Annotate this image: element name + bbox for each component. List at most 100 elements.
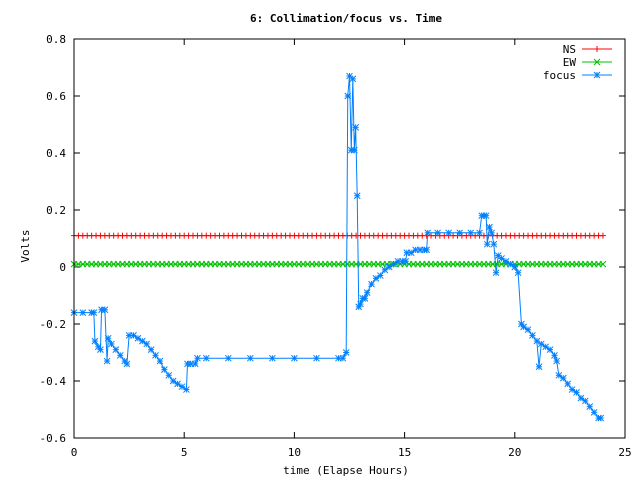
y-tick-label: 0.8 — [46, 33, 66, 46]
series-focus — [70, 72, 605, 422]
x-tick-label: 5 — [181, 446, 188, 459]
plot-frame — [73, 38, 626, 439]
data-point — [152, 351, 159, 359]
data-point — [291, 354, 298, 362]
data-point — [492, 269, 500, 277]
data-point — [143, 340, 151, 348]
data-point — [514, 269, 522, 277]
data-point — [191, 360, 199, 368]
y-tick-label: -0.6 — [40, 432, 67, 445]
y-tick-label: 0.6 — [46, 90, 66, 103]
data-point — [476, 229, 483, 237]
data-point — [586, 403, 594, 411]
data-point — [445, 229, 453, 237]
data-point — [352, 123, 360, 131]
data-point — [483, 240, 491, 248]
data-point — [361, 294, 369, 302]
data-point — [313, 354, 320, 362]
data-point — [112, 346, 120, 354]
legend-marker — [594, 46, 600, 52]
axis-ticks: -0.6 -0.4 -0.2 0 0.2 0.4 0.6 0.8 0 5 10 15 20 25 — [40, 33, 632, 459]
x-axis-label: time (Elapse Hours) — [283, 464, 409, 477]
data-point — [434, 229, 442, 237]
x-tick-label: 15 — [398, 446, 411, 459]
data-point — [246, 354, 254, 362]
data-point — [467, 229, 475, 237]
data-point — [377, 272, 384, 279]
data-point — [104, 334, 112, 342]
data-point — [490, 240, 498, 248]
data-point — [511, 263, 519, 271]
x-tick-label: 20 — [508, 446, 521, 459]
legend-label: NS — [563, 43, 576, 56]
legend-marker — [593, 71, 601, 79]
data-point — [165, 371, 173, 379]
data-point — [194, 354, 201, 362]
data-point — [368, 280, 375, 288]
legend-marker — [593, 58, 601, 66]
data-point — [482, 212, 490, 220]
legend-item-focus: focus — [543, 69, 612, 82]
data-point — [573, 389, 580, 396]
x-tick-label: 25 — [618, 446, 631, 459]
y-axis-label: Volts — [19, 229, 32, 262]
y-tick-label: 0.4 — [46, 147, 66, 160]
data-point — [559, 374, 567, 382]
data-point — [116, 351, 124, 359]
data-point — [161, 366, 168, 373]
data-point — [178, 383, 186, 391]
data-point — [524, 326, 532, 334]
data-point — [342, 349, 350, 356]
legend-item-ns: NS — [563, 43, 612, 56]
data-point — [353, 192, 361, 200]
y-tick-label: 0.2 — [46, 204, 66, 217]
series-ns — [71, 232, 606, 239]
data-point — [486, 223, 493, 231]
data-point — [423, 246, 430, 254]
data-point — [349, 75, 357, 83]
legend-item-ew: EW — [563, 56, 612, 69]
data-point — [599, 260, 607, 268]
data-point — [424, 229, 432, 237]
data-point — [103, 357, 111, 365]
legend-label: focus — [543, 69, 576, 82]
data-point — [599, 232, 606, 239]
data-point — [347, 146, 355, 154]
data-point — [339, 354, 347, 362]
data-point — [350, 146, 358, 154]
data-point — [269, 354, 276, 362]
chart-title: 6: Collimation/focus vs. Time — [250, 12, 442, 25]
data-point — [363, 289, 371, 297]
data-point — [402, 257, 410, 265]
legend-label: EW — [563, 56, 577, 69]
data-point — [597, 414, 605, 422]
data-point — [381, 266, 389, 274]
data-point — [357, 300, 364, 308]
data-point — [551, 351, 558, 359]
data-point — [79, 309, 87, 316]
data-point — [108, 340, 115, 348]
series-layer — [70, 72, 607, 422]
data-point — [546, 346, 554, 354]
data-point — [91, 337, 99, 345]
x-tick-label: 10 — [288, 446, 301, 459]
data-point — [385, 263, 393, 271]
data-point — [581, 397, 589, 405]
data-point — [147, 346, 155, 354]
data-point — [372, 275, 380, 282]
data-point — [169, 377, 177, 385]
data-point — [488, 229, 496, 237]
y-tick-label: 0 — [59, 261, 66, 274]
data-point — [101, 306, 109, 314]
data-point — [156, 357, 164, 365]
x-tick-label: 0 — [71, 446, 78, 459]
y-tick-label: -0.2 — [40, 318, 67, 331]
data-point — [553, 357, 561, 365]
data-point — [590, 408, 598, 416]
data-point — [535, 363, 543, 371]
y-tick-label: -0.4 — [40, 375, 67, 388]
data-point — [564, 380, 572, 388]
